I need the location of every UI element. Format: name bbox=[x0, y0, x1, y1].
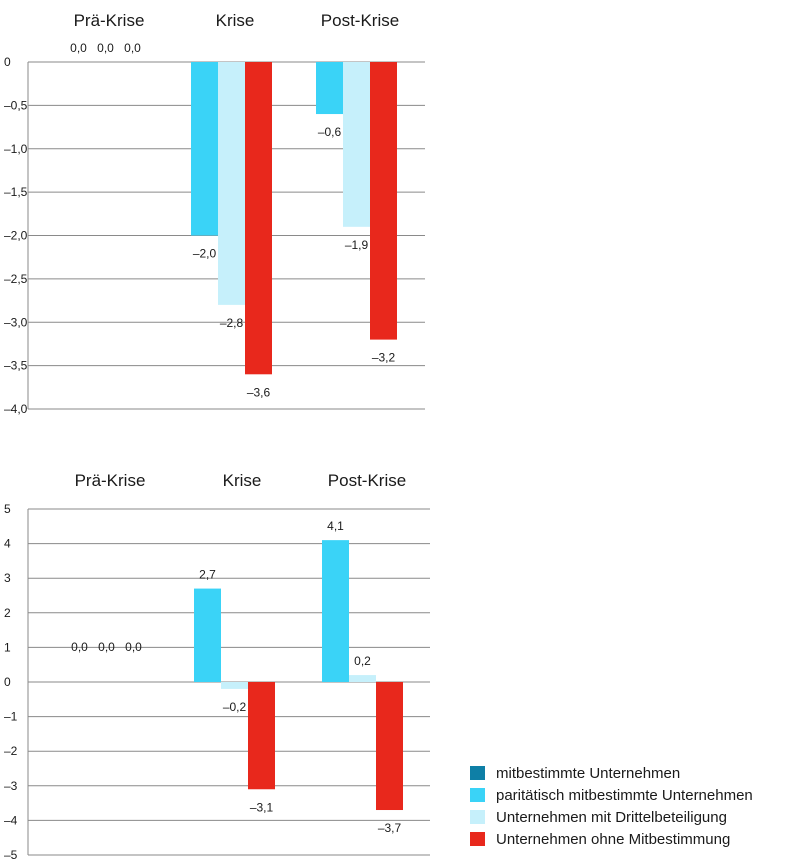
data-label: 0,0 bbox=[97, 41, 114, 55]
y-tick-label: –3,5 bbox=[4, 359, 28, 373]
legend-swatch bbox=[470, 810, 485, 824]
data-label: –2,0 bbox=[193, 247, 217, 261]
y-tick-label: –3,0 bbox=[4, 315, 28, 329]
y-tick-label: –1,5 bbox=[4, 185, 28, 199]
bar bbox=[194, 588, 221, 682]
data-label: –0,6 bbox=[318, 125, 342, 139]
legend-swatch bbox=[470, 788, 485, 802]
y-tick-label: 5 bbox=[4, 502, 11, 516]
y-tick-label: 0 bbox=[4, 675, 11, 689]
y-tick-label: –3 bbox=[4, 779, 18, 793]
bar bbox=[221, 682, 248, 689]
y-tick-label: 3 bbox=[4, 571, 11, 585]
category-label: Post-Krise bbox=[321, 11, 399, 30]
legend-item-drittel: Unternehmen mit Drittelbeteiligung bbox=[470, 806, 753, 828]
bar bbox=[322, 540, 349, 682]
y-tick-label: –1,0 bbox=[4, 142, 28, 156]
data-label: –2,8 bbox=[220, 316, 244, 330]
bar bbox=[370, 62, 397, 340]
y-tick-label: –2 bbox=[4, 744, 18, 758]
y-tick-label: –5 bbox=[4, 848, 18, 862]
legend-swatch bbox=[470, 832, 485, 846]
legend-label: mitbestimmte Unternehmen bbox=[496, 764, 681, 782]
legend-swatch bbox=[470, 766, 485, 780]
data-label: –3,7 bbox=[378, 821, 402, 835]
data-label: –0,2 bbox=[223, 700, 247, 714]
legend-item-paritaetisch: paritätisch mitbestimmte Unternehmen bbox=[470, 784, 753, 806]
bar bbox=[349, 675, 376, 682]
data-label: 0,2 bbox=[354, 654, 371, 668]
data-label: –3,1 bbox=[250, 800, 274, 814]
data-label: 4,1 bbox=[327, 519, 344, 533]
legend-label: paritätisch mitbestimmte Unternehmen bbox=[496, 786, 753, 804]
legend-label: Unternehmen mit Drittelbeteiligung bbox=[496, 808, 727, 826]
category-label: Post-Krise bbox=[328, 471, 406, 490]
y-tick-label: 2 bbox=[4, 606, 11, 620]
y-tick-label: –0,5 bbox=[4, 98, 28, 112]
category-label: Krise bbox=[216, 11, 255, 30]
data-label: 0,0 bbox=[125, 640, 142, 654]
data-label: 0,0 bbox=[98, 640, 115, 654]
y-tick-label: –2,5 bbox=[4, 272, 28, 286]
data-label: –1,9 bbox=[345, 238, 369, 252]
bar bbox=[343, 62, 370, 227]
y-tick-label: 4 bbox=[4, 537, 11, 551]
data-label: 0,0 bbox=[70, 41, 87, 55]
bar bbox=[248, 682, 275, 790]
data-label: –3,6 bbox=[247, 385, 271, 399]
bar bbox=[191, 62, 218, 236]
legend-item-ohne: Unternehmen ohne Mitbestimmung bbox=[470, 828, 753, 850]
legend-item-mitbestimmt: mitbestimmte Unternehmen bbox=[470, 762, 753, 784]
y-tick-label: 0 bbox=[4, 55, 11, 69]
bar bbox=[316, 62, 343, 115]
data-label: 0,0 bbox=[124, 41, 141, 55]
y-tick-label: –4,0 bbox=[4, 402, 28, 416]
category-label: Prä-Krise bbox=[74, 11, 145, 30]
data-label: 2,7 bbox=[199, 568, 216, 582]
category-label: Krise bbox=[223, 471, 262, 490]
bar bbox=[245, 62, 272, 375]
bar bbox=[218, 62, 245, 305]
legend-label: Unternehmen ohne Mitbestimmung bbox=[496, 830, 731, 848]
data-label: 0,0 bbox=[71, 640, 88, 654]
bar bbox=[376, 682, 403, 811]
y-tick-label: 1 bbox=[4, 640, 11, 654]
legend: mitbestimmte Unternehmen paritätisch mit… bbox=[470, 762, 753, 850]
y-tick-label: –1 bbox=[4, 710, 18, 724]
data-label: –3,2 bbox=[372, 351, 396, 365]
category-label: Prä-Krise bbox=[75, 471, 146, 490]
y-tick-label: –4 bbox=[4, 813, 18, 827]
y-tick-label: –2,0 bbox=[4, 229, 28, 243]
